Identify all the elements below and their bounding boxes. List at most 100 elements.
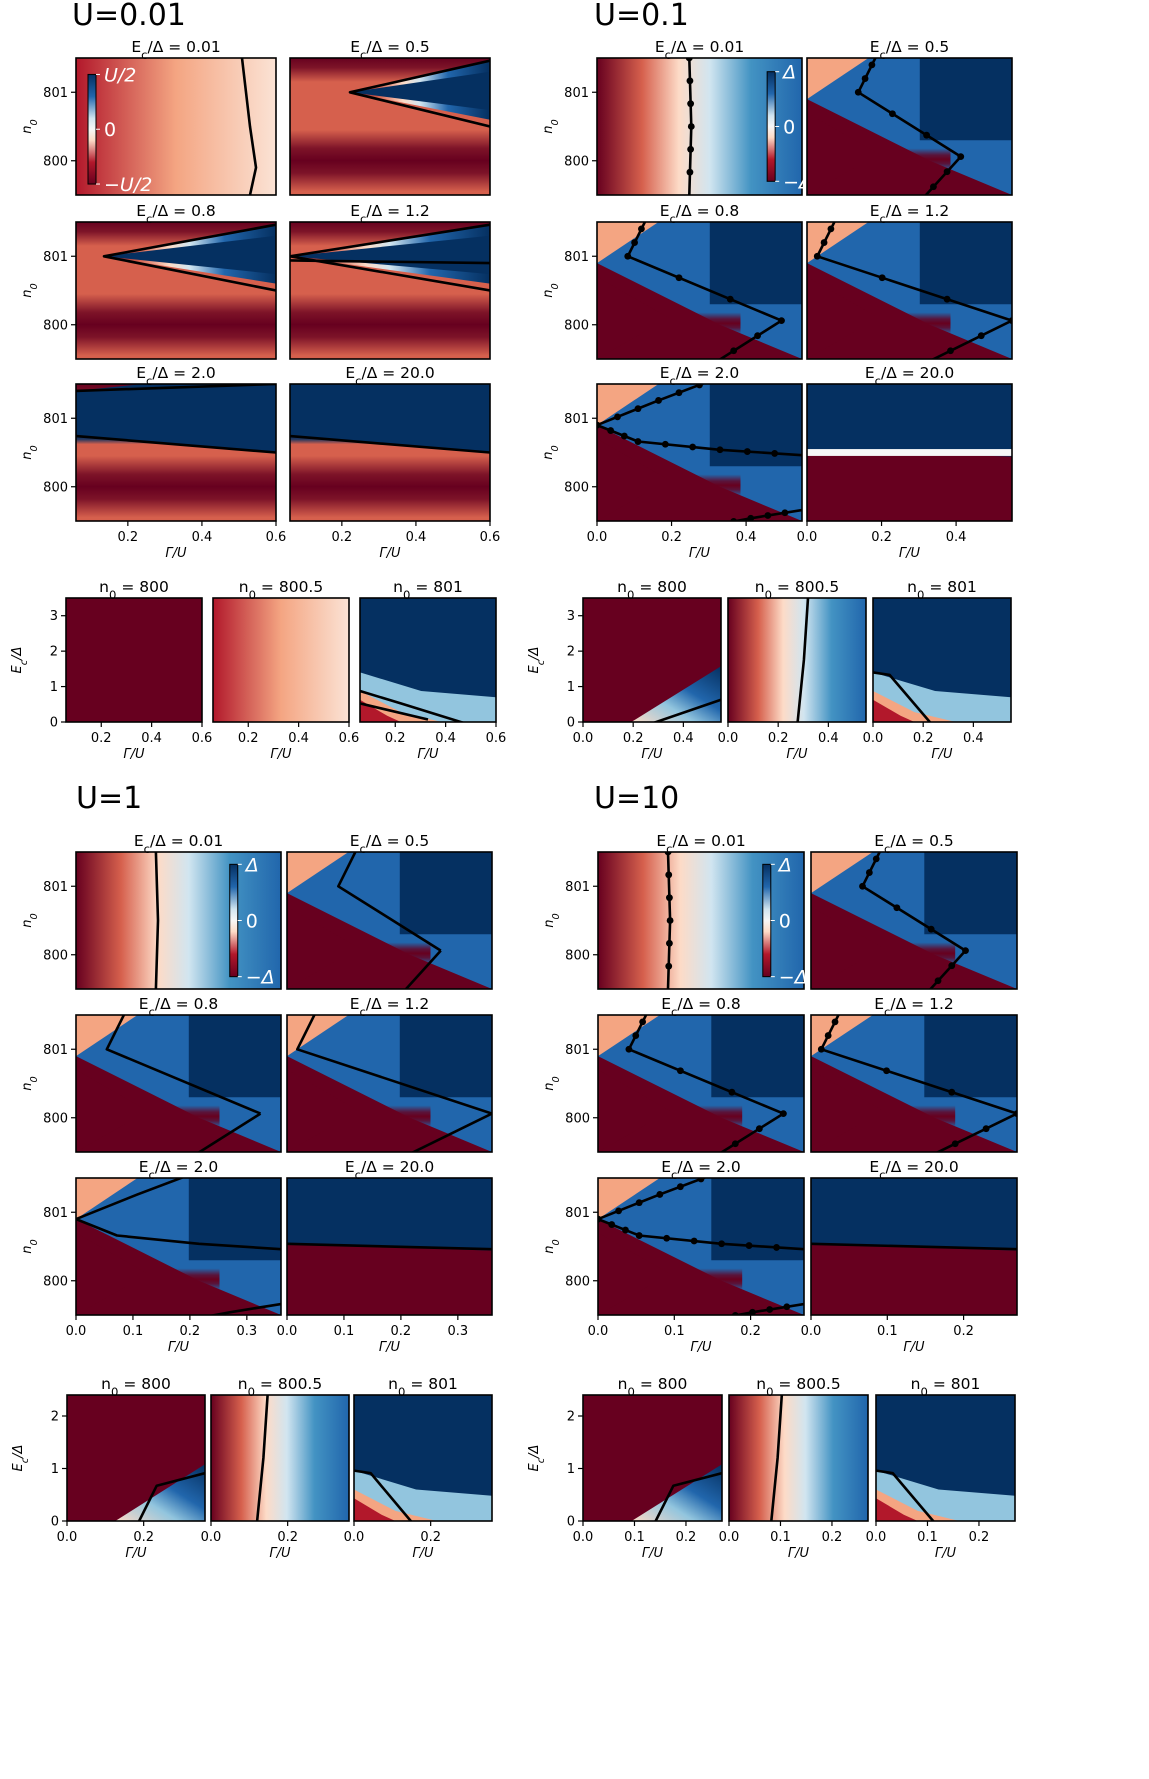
axes-frame — [806, 57, 1013, 196]
boundary-marker — [889, 110, 896, 118]
ec-panel-1: Ec/Δ = 0.5 — [810, 832, 1018, 990]
phase-region — [711, 1015, 804, 1098]
axes-frame — [359, 597, 497, 723]
x-axis-label: Γ/U — [379, 1340, 401, 1355]
x-tick-label: 0.2 — [385, 731, 406, 746]
y-axis-label: n0 — [20, 1076, 40, 1090]
n0-panel-2: n0 = 801 0.0 0.1 0.2 Γ/U — [866, 1375, 1016, 1561]
x-tick-label: 0.0 — [277, 1324, 298, 1339]
axes-frame — [75, 221, 277, 360]
boundary-marker — [839, 1005, 846, 1012]
boundary-marker — [1013, 1110, 1017, 1118]
x-tick-label: 0.4 — [818, 731, 839, 746]
y-tick-label: 800 — [565, 1111, 590, 1126]
phase-boundary-line — [770, 1395, 784, 1521]
phase-boundary-line — [296, 1015, 492, 1115]
boundary-marker — [607, 427, 615, 434]
boundary-marker — [687, 100, 695, 108]
y-tick-label: 801 — [43, 250, 68, 265]
boundary-marker — [597, 421, 601, 429]
x-tick-label: 0.2 — [420, 1530, 441, 1545]
boundary-marker — [646, 1005, 653, 1012]
phase-region — [711, 1178, 804, 1261]
boundary-marker — [948, 1088, 956, 1096]
axes-frame — [597, 851, 805, 990]
x-axis-label: Γ/U — [788, 1546, 810, 1561]
ec-panel-4: Ec/Δ = 2.0 800 801 n0 0.2 0.4 0.6 Γ/U — [20, 364, 287, 561]
panel-title: Ec/Δ = 2.0 — [660, 364, 740, 388]
y-axis-label: n0 — [20, 283, 40, 297]
heatmap-band — [290, 455, 490, 518]
panel-title: Ec/Δ = 0.5 — [350, 38, 430, 62]
panel-title: Ec/Δ = 0.5 — [870, 38, 950, 62]
x-tick-label: 0.0 — [801, 1324, 822, 1339]
boundary-marker — [686, 77, 694, 85]
x-axis-label: Γ/U — [935, 1546, 957, 1561]
y-axis-label: n0 — [541, 445, 561, 459]
x-tick-label: 0.2 — [953, 1324, 974, 1339]
boundary-marker — [687, 145, 695, 153]
panel-title: Ec/Δ = 20.0 — [865, 364, 954, 388]
heatmap-band — [76, 1268, 220, 1291]
colorbar-label: 0 — [779, 911, 791, 933]
heatmap-background — [76, 58, 276, 195]
x-tick-label: 0.4 — [673, 731, 694, 746]
y-tick-label: 801 — [564, 86, 589, 101]
axes-frame — [75, 851, 282, 990]
phase-region — [807, 99, 1012, 195]
phase-boundary-line — [290, 223, 490, 292]
y-axis-label: n0 — [542, 1076, 562, 1090]
phase-boundary-line — [796, 598, 810, 722]
n0-panel-1: n0 = 800.5 0.0 0.2Γ/U — [201, 1375, 350, 1561]
boundary-marker — [625, 1045, 633, 1053]
boundary-marker — [923, 131, 930, 139]
x-tick-label: 0.0 — [866, 1530, 887, 1545]
panel-title: n0 = 800 — [101, 1375, 171, 1399]
boundary-marker — [664, 852, 672, 856]
boundary-marker — [635, 1199, 643, 1207]
y-tick-label: 1 — [567, 680, 575, 695]
boundary-marker — [824, 1032, 832, 1039]
phase-region — [811, 1056, 1017, 1152]
heatmap-background — [729, 1395, 868, 1521]
x-axis-label: Γ/U — [690, 1340, 712, 1355]
boundary-marker — [635, 1232, 643, 1239]
panel-title: Ec/Δ = 20.0 — [345, 1158, 434, 1182]
ec-panel-1: Ec/Δ = 0.5 — [289, 38, 491, 196]
phase-region — [287, 1015, 349, 1057]
x-tick-label: 0.6 — [266, 530, 287, 545]
y-tick-label: 0 — [51, 1515, 59, 1530]
boundary-marker — [962, 947, 969, 955]
axes-frame — [75, 57, 277, 196]
heatmap-background — [211, 1395, 349, 1521]
boundary-marker — [656, 1191, 664, 1198]
phase-region — [811, 1178, 1017, 1251]
panel-title: n0 = 801 — [911, 1375, 981, 1399]
phase-region — [360, 699, 401, 722]
x-tick-label: 0.0 — [573, 731, 594, 746]
phase-region — [104, 235, 276, 275]
axes-frame — [596, 383, 803, 522]
panel-title: n0 = 800 — [617, 578, 687, 602]
x-tick-label: 0.4 — [406, 530, 427, 545]
figure-block-2: U=1 Ec/Δ = 0.01 800 801 n0 Δ 0 −Δ Ec/Δ = 0.5 Ec/Δ… — [11, 781, 493, 1561]
heatmap-band — [807, 148, 951, 171]
x-axis-label: Γ/U — [412, 1546, 434, 1561]
panel-title: n0 = 801 — [907, 578, 977, 602]
phase-boundary-line — [208, 1302, 281, 1315]
axes-frame — [286, 1014, 493, 1153]
boundary-marker — [655, 397, 662, 404]
x-tick-label: 0.2 — [623, 731, 644, 746]
axes-frame — [810, 1014, 1018, 1153]
axes-frame — [597, 1177, 805, 1316]
x-tick-label: 0.2 — [91, 731, 112, 746]
phase-region — [598, 1219, 804, 1315]
axes-frame — [65, 597, 203, 723]
y-axis-label: n0 — [20, 913, 40, 927]
x-tick-label: 0.0 — [588, 1324, 609, 1339]
n0-panel-0: n0 = 800 0 1 2 Ec/Δ 0.0 0.2Γ/U — [11, 1375, 206, 1561]
panel-title: n0 = 800.5 — [756, 1375, 840, 1399]
axes-frame — [289, 383, 491, 522]
colorbar-strip — [766, 71, 776, 182]
boundary-marker — [687, 123, 695, 130]
